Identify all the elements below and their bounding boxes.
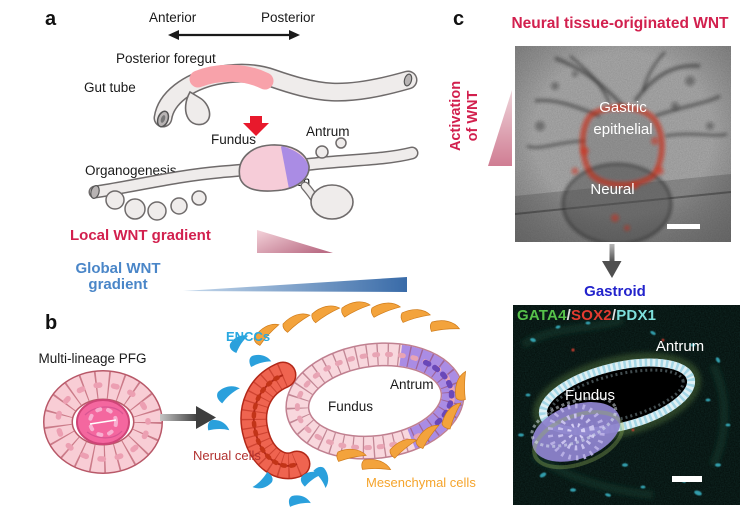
- neural-label: Neural: [590, 181, 635, 198]
- patterned-epithelium-ring: [285, 342, 465, 460]
- organogenesis-label: Organogenesis: [85, 163, 177, 178]
- organoid-illustration: [43, 300, 470, 512]
- enccs-label: ENCCs: [226, 329, 271, 344]
- posterior-label: Posterior: [261, 10, 316, 25]
- gastric-epithelial-label-line2: epithelial: [593, 121, 653, 138]
- transition-arrow-icon: [160, 406, 216, 429]
- mesenchymal-cells-label: Mesenchymal cells: [366, 475, 476, 490]
- local-wnt-label: Local WNT gradient: [70, 227, 211, 244]
- red-down-arrow-icon: [243, 116, 269, 136]
- stain-legend: GATA4/SOX2/PDX1: [517, 307, 657, 324]
- fundus-label-b: Fundus: [328, 399, 374, 414]
- panel-c-letter: c: [453, 8, 465, 30]
- gut-tube-label: Gut tube: [84, 80, 136, 95]
- scale-bar-top: [667, 224, 700, 229]
- panel-a-letter: a: [45, 8, 57, 30]
- gastric-epithelial-label-line1: Gastric: [599, 99, 647, 116]
- gata4-label: GATA4: [517, 307, 567, 324]
- anterior-label: Anterior: [149, 10, 197, 25]
- wnt-activation-triangle: [488, 90, 512, 166]
- multi-lineage-pfg-label: Multi-lineage PFG: [38, 351, 147, 366]
- local-wnt-gradient-triangle: [257, 230, 333, 253]
- pfg-organoid: [43, 370, 163, 474]
- posterior-foregut-region: [189, 64, 274, 90]
- antrum-nuclei: [422, 359, 455, 429]
- activation-of-wnt-label: Activation of WNT: [448, 80, 481, 152]
- gastroid-epithelium: [530, 352, 702, 470]
- neural-cells-fold: [240, 361, 311, 480]
- panel-b-letter: b: [45, 312, 58, 334]
- fundus-label-c: Fundus: [564, 387, 616, 404]
- scale-bar-bottom: [672, 476, 702, 482]
- neural-cells-label: Nerual cells: [193, 448, 261, 463]
- posterior-foregut-label: Posterior foregut: [116, 51, 216, 66]
- fluorescence-gastroid-micrograph: [513, 305, 740, 505]
- gut-tube-illustration: [88, 63, 419, 253]
- brightfield-organoid-micrograph: [515, 46, 731, 242]
- antrum-label-a: Antrum: [306, 124, 350, 139]
- gastroid-label: Gastroid: [584, 283, 646, 300]
- pdx1-label: PDX1: [616, 307, 657, 324]
- fundus-label-a: Fundus: [211, 132, 257, 147]
- sox2-label: SOX2: [571, 307, 612, 324]
- anterior-posterior-arrow-icon: [168, 30, 300, 40]
- global-wnt-label: Global WNT gradient: [75, 260, 161, 293]
- global-wnt-gradient-triangle: [183, 277, 407, 292]
- antrum-label-c: Antrum: [655, 338, 705, 355]
- antrum-label-b: Antrum: [390, 377, 434, 392]
- panel-c-title: Neural tissue-originated WNT: [511, 15, 729, 32]
- antrum-region: [281, 146, 310, 189]
- down-arrow-icon: [602, 244, 622, 278]
